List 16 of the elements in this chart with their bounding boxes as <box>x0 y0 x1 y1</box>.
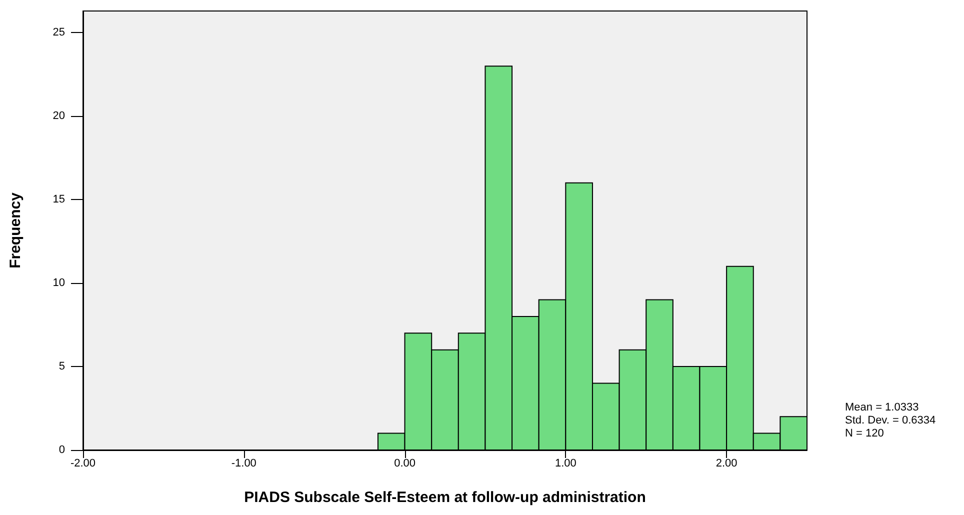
x-axis-title: PIADS Subscale Self-Esteem at follow-up administration <box>244 489 646 506</box>
x-tick-label: 1.00 <box>554 458 576 470</box>
y-tick-label: 25 <box>52 26 65 39</box>
x-tick-label: -1.00 <box>231 458 256 470</box>
text: N = 120 <box>845 428 884 440</box>
y-tick-label: 5 <box>58 360 65 373</box>
x-tick-label: 0.00 <box>394 458 416 470</box>
text: Std. Dev. = 0.6334 <box>845 414 936 426</box>
y-tick-label: 20 <box>52 110 65 122</box>
text: Mean = 1.0333 <box>845 402 919 414</box>
x-tick-label: 2.00 <box>716 458 738 470</box>
y-tick-label: 10 <box>52 277 65 290</box>
y-axis-title: Frequency <box>7 192 24 268</box>
y-tick-label: 15 <box>52 194 65 206</box>
x-tick-label: -2.00 <box>70 458 96 470</box>
y-tick-label: 0 <box>58 444 65 456</box>
